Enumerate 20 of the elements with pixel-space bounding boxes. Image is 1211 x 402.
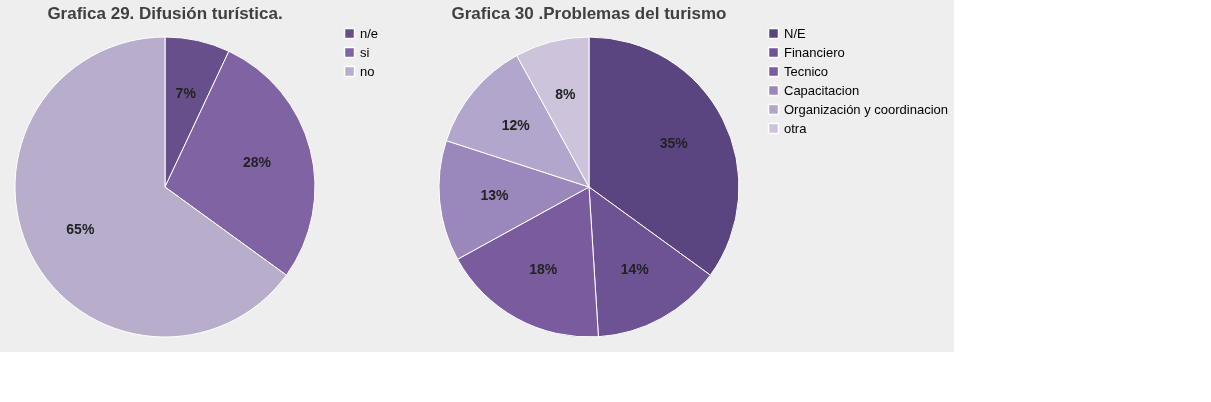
legend-label: N/E xyxy=(784,25,806,41)
legend-label: Capacitacion xyxy=(784,82,860,98)
data-label: 13% xyxy=(480,186,509,203)
legend-label: otra xyxy=(784,120,808,136)
legend-label: Tecnico xyxy=(784,63,829,79)
legend-label: n/e xyxy=(360,25,379,41)
data-label: 12% xyxy=(501,117,531,134)
data-label: 14% xyxy=(620,261,650,278)
chart-title: Grafica 30 .Problemas del turismo xyxy=(451,4,727,23)
legend-label: Financiero xyxy=(784,44,845,60)
data-label: 18% xyxy=(529,261,558,278)
legend-label: si xyxy=(360,44,370,60)
data-label: 35% xyxy=(659,134,689,151)
legend-label: no xyxy=(360,63,375,79)
data-label: 7% xyxy=(175,85,197,102)
legend-label: Organización y coordinacion xyxy=(784,101,949,117)
data-label: 65% xyxy=(66,221,95,238)
data-label: 28% xyxy=(243,154,272,171)
data-label: 8% xyxy=(555,85,577,102)
chart-title: Grafica 29. Difusión turística. xyxy=(47,4,283,23)
